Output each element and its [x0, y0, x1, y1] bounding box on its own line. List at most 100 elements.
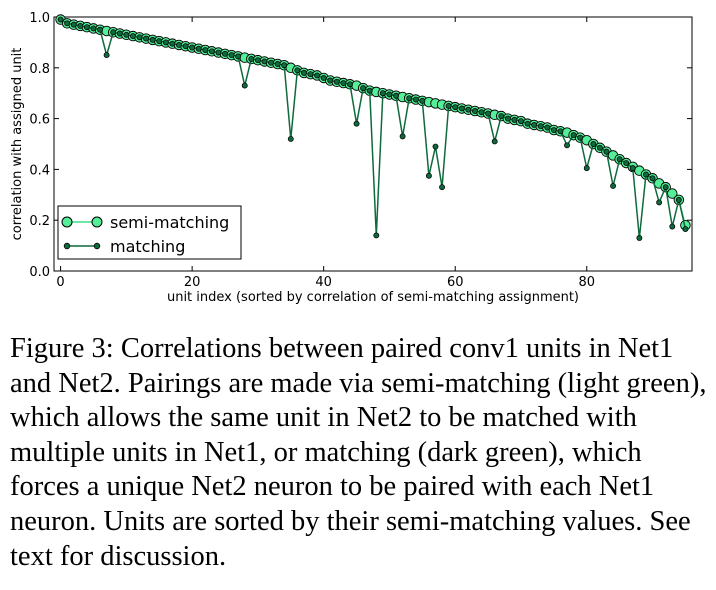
matching-point — [675, 196, 682, 203]
matching-point — [504, 115, 511, 122]
matching-point — [629, 165, 636, 172]
matching-point — [458, 105, 465, 112]
matching-point — [353, 120, 360, 127]
legend-marker-matching — [63, 242, 71, 250]
matching-point — [511, 116, 518, 123]
matching-point — [656, 199, 663, 206]
matching-point — [287, 135, 294, 142]
matching-point — [564, 142, 570, 149]
matching-point — [419, 97, 426, 104]
matching-point — [222, 50, 228, 57]
matching-point — [327, 77, 334, 84]
matching-point — [531, 121, 538, 128]
matching-point — [439, 184, 446, 191]
matching-point — [485, 110, 492, 117]
matching-point — [379, 90, 386, 97]
matching-point — [518, 118, 524, 125]
matching-point — [445, 102, 452, 109]
matching-point — [478, 109, 485, 116]
matching-point — [110, 29, 117, 36]
matching-point — [373, 232, 380, 239]
y-axis-label: correlation with assigned unit — [10, 48, 25, 241]
matching-point — [149, 36, 156, 43]
matching-point — [169, 40, 176, 47]
legend-marker-matching — [93, 242, 101, 250]
series-semi-matching — [55, 14, 691, 231]
matching-point — [524, 120, 531, 127]
y-tick-label: 0.2 — [29, 214, 50, 229]
matching-point — [682, 226, 689, 233]
y-tick-label: 0.4 — [29, 163, 50, 178]
figure-caption: Figure 3: Correlations between paired co… — [10, 333, 707, 572]
matching-point — [189, 44, 196, 51]
matching-point — [577, 134, 584, 141]
matching-point — [590, 141, 597, 147]
matching-point — [557, 128, 564, 135]
matching-point — [550, 127, 557, 133]
matching-point — [347, 81, 353, 88]
matching-point — [333, 78, 340, 85]
matching-point — [452, 104, 459, 111]
matching-point — [202, 47, 209, 53]
matching-point — [425, 172, 432, 179]
matching-point — [215, 49, 222, 56]
matching-point — [64, 20, 71, 27]
matching-point — [340, 80, 347, 86]
matching-point — [643, 171, 649, 178]
y-tick-label: 1.0 — [29, 11, 50, 26]
matching-point — [432, 143, 439, 150]
matching-point — [162, 39, 169, 46]
legend: semi-matching matching — [57, 205, 242, 260]
matching-point — [570, 132, 577, 139]
matching-point — [274, 61, 281, 67]
matching-point — [596, 144, 603, 151]
x-tick-label: 0 — [56, 275, 64, 290]
matching-point — [491, 138, 498, 145]
matching-point — [610, 182, 617, 189]
matching-point — [649, 175, 656, 182]
matching-point — [393, 92, 399, 99]
matching-point — [228, 52, 235, 59]
matching-point — [583, 165, 590, 172]
x-tick-label: 40 — [315, 275, 332, 290]
matching-point — [294, 67, 301, 74]
matching-point — [300, 69, 307, 76]
matching-point — [386, 91, 393, 98]
matching-point — [366, 87, 373, 94]
matching-point — [320, 75, 327, 81]
series-matching — [57, 16, 689, 241]
y-tick-label: 0.0 — [29, 265, 50, 280]
matching-point — [123, 31, 130, 38]
matching-point — [399, 133, 406, 140]
matching-point — [182, 43, 189, 50]
legend-marker-semi-matching — [91, 216, 103, 228]
x-tick-label: 80 — [578, 275, 595, 290]
matching-point — [70, 21, 77, 28]
matching-point — [156, 38, 163, 45]
legend-box — [57, 205, 242, 260]
matching-point — [544, 124, 551, 131]
matching-line — [60, 18, 687, 239]
matching-point — [254, 57, 261, 64]
matching-point — [636, 235, 643, 241]
matching-point — [176, 41, 182, 48]
matching-point — [268, 59, 275, 66]
matching-point — [360, 85, 367, 92]
matching-point — [195, 45, 202, 52]
x-axis-label: unit index (sorted by correlation of sem… — [167, 290, 579, 305]
matching-point — [471, 108, 478, 114]
x-tick-label: 60 — [447, 275, 464, 290]
y-tick-label: 0.6 — [29, 113, 50, 128]
legend-marker-semi-matching — [61, 216, 73, 228]
matching-point — [603, 148, 610, 155]
matching-point — [406, 95, 413, 102]
matching-point — [412, 96, 419, 103]
matching-point — [129, 33, 136, 40]
matching-point — [261, 58, 268, 65]
matching-point — [248, 55, 255, 62]
matching-point — [235, 53, 242, 60]
legend-label-semi-matching: semi-matching — [110, 213, 229, 232]
matching-point — [498, 113, 505, 120]
matching-point — [136, 34, 143, 41]
matching-point — [77, 22, 84, 29]
